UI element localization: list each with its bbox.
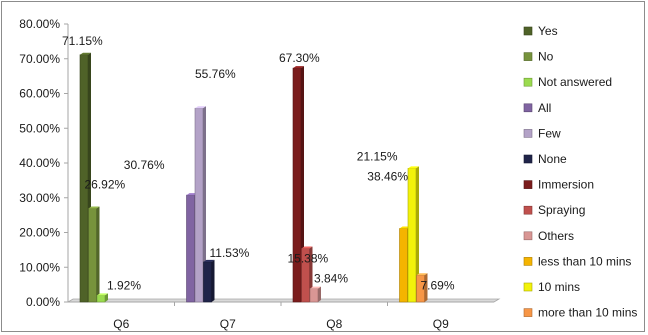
legend-label-all: All	[538, 101, 551, 115]
y-tick-label: 0.00%	[26, 295, 60, 309]
bar-10-mins	[407, 168, 417, 303]
bar-top-no	[88, 206, 100, 209]
legend-swatch-less-than-10-mins	[523, 257, 533, 266]
bar-top-10-mins	[408, 166, 419, 169]
y-tick-label: 10.00%	[19, 260, 60, 274]
legend-label-immersion: Immersion	[538, 178, 594, 192]
legend: Yes No Not answered All Few None Immersion Spra…	[523, 24, 637, 320]
legend-label-spraying: Spraying	[538, 203, 585, 217]
data-label-others: 3.84%	[314, 272, 348, 286]
data-label-yes: 71.15%	[62, 34, 103, 48]
y-tick-label: 50.00%	[19, 121, 60, 135]
legend-label-not-answered: Not answered	[538, 75, 612, 89]
data-label-spraying: 15.38%	[288, 252, 329, 266]
data-label-less-than-10-mins: 21.15%	[357, 150, 398, 164]
legend-label-no: No	[538, 50, 554, 64]
data-label-immersion: 67.30%	[279, 51, 320, 65]
bar-few	[194, 107, 204, 303]
legend-label-few: Few	[538, 126, 561, 140]
y-tick-label: 20.00%	[19, 226, 60, 240]
bar-top-not-answered	[97, 293, 108, 296]
bar-no	[88, 208, 97, 303]
bars	[79, 52, 428, 303]
legend-label-more-than-10-mins: more than 10 mins	[538, 306, 637, 320]
legend-label-none: None	[538, 152, 567, 166]
y-tick-label: 60.00%	[19, 87, 60, 101]
legend-swatch-no	[523, 52, 533, 61]
x-tick-label-q8: Q8	[326, 317, 342, 331]
x-tick-label-q7: Q7	[220, 317, 236, 331]
bar-all	[186, 194, 195, 303]
legend-swatch-immersion	[523, 180, 533, 189]
bar-top-none	[203, 259, 215, 262]
bar-top-yes	[80, 52, 91, 55]
bar-not-answered	[96, 295, 106, 303]
bar-less-than-10-mins	[399, 228, 408, 303]
data-label-few: 55.76%	[195, 67, 236, 81]
bar-side-few	[203, 106, 206, 302]
legend-swatch-spraying	[523, 205, 533, 215]
data-label-no: 26.92%	[85, 177, 126, 191]
data-label-10-mins: 38.46%	[367, 169, 408, 183]
legend-label-others: Others	[538, 229, 574, 243]
legend-label-10-mins: 10 mins	[538, 280, 580, 294]
data-labels: 71.15% 26.92% 1.92% 30.76% 55.76% 11.53% 67.30…	[62, 34, 455, 293]
legend-swatch-all	[523, 103, 533, 113]
bar-side-more-than-10-mins	[424, 273, 428, 302]
bar-side-others	[318, 286, 321, 302]
y-tick-label: 40.00%	[19, 156, 60, 170]
legend-label-less-than-10-mins: less than 10 mins	[538, 254, 631, 268]
data-label-not-answered: 1.92%	[107, 278, 141, 292]
bar-top-few	[195, 106, 206, 109]
bar-others	[309, 288, 319, 303]
bar-side-immersion	[301, 66, 304, 302]
legend-label-yes: Yes	[538, 24, 558, 38]
bar-side-10-mins	[416, 166, 419, 302]
legend-swatch-others	[523, 231, 533, 241]
data-label-all: 30.76%	[124, 158, 165, 172]
legend-swatch-few	[523, 129, 533, 138]
bar-immersion	[292, 67, 302, 303]
legend-swatch-10-mins	[523, 282, 533, 292]
bar-side-no	[96, 206, 100, 302]
y-tick-label: 70.00%	[19, 52, 60, 66]
y-tick-label: 30.00%	[19, 191, 60, 205]
bar-top-immersion	[293, 66, 304, 69]
bar-top-more-than-10-mins	[416, 273, 428, 276]
x-tick-label-q9: Q9	[433, 317, 449, 331]
data-label-none: 11.53%	[210, 246, 250, 260]
legend-swatch-none	[523, 154, 533, 164]
bar-top-others	[310, 286, 321, 289]
legend-swatch-yes	[523, 26, 533, 36]
bar-none	[203, 261, 212, 303]
legend-swatch-more-than-10-mins	[523, 308, 533, 317]
bar-top-spraying	[301, 246, 313, 249]
bar-side-not-answered	[105, 293, 108, 302]
data-label-more-than-10-mins: 7.69%	[421, 278, 455, 292]
legend-swatch-not-answered	[523, 77, 533, 87]
axes: 0.00% 10.00% 20.00% 30.00% 40.00% 50.00% 60.00…	[19, 17, 501, 331]
y-tick-label: 80.00%	[19, 17, 60, 31]
bar-side-none	[211, 259, 215, 302]
x-tick-label-q6: Q6	[113, 317, 129, 331]
